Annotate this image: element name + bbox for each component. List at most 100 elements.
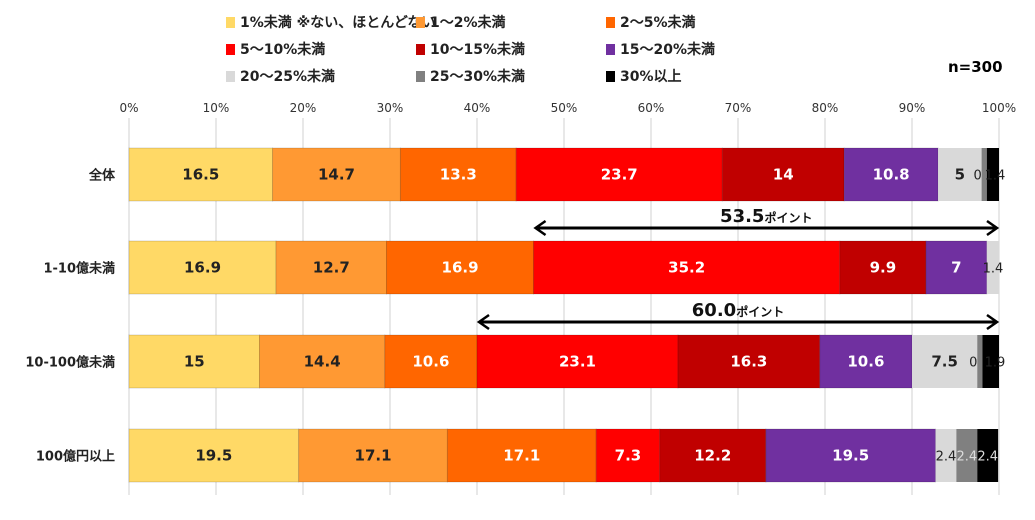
difference-label: 60.0ポイント	[692, 300, 784, 321]
legend-item: 1%未満 ※ない、ほとんどない	[226, 12, 436, 32]
legend-swatch	[226, 43, 235, 55]
category-label: 1-10億未満	[43, 261, 115, 277]
bar-segment	[128, 240, 277, 295]
legend-label: 2〜5%未満	[620, 15, 696, 31]
bar-segment	[533, 240, 841, 295]
bar-segment	[765, 428, 936, 483]
legend-label: 20〜25%未満	[240, 69, 335, 85]
legend-label: 1%未満 ※ない、ほとんどない	[240, 15, 436, 31]
difference-label: 53.5ポイント	[720, 206, 812, 227]
bar-segment	[843, 147, 939, 202]
data-label: 23.7	[601, 166, 638, 184]
data-label: 14	[773, 166, 794, 184]
data-label: 23.1	[559, 353, 596, 371]
data-label: 10.6	[412, 353, 449, 371]
bar-segment	[981, 148, 987, 201]
tick-label: 30%	[377, 101, 404, 115]
bar-segment	[399, 147, 517, 202]
data-label: 13.3	[440, 166, 477, 184]
tick-label: 50%	[551, 101, 578, 115]
bar-segment	[956, 429, 978, 482]
data-label: 7	[951, 259, 961, 277]
data-label: 12.2	[694, 447, 731, 465]
data-label: 9.9	[870, 259, 897, 277]
legend-swatch	[606, 43, 615, 55]
bar-segment	[446, 428, 597, 483]
bar-segment	[128, 147, 274, 202]
data-label: 1.4	[983, 262, 1004, 277]
data-label: 14.7	[318, 166, 355, 184]
bar-segment	[819, 334, 913, 389]
legend-swatch	[606, 70, 615, 82]
legend-item: 10〜15%未満	[416, 39, 525, 59]
bar-segment	[925, 240, 988, 295]
bar-segment	[595, 428, 661, 483]
data-label: 1.9	[985, 356, 1006, 371]
legend-swatch	[226, 70, 235, 82]
bar-segment	[476, 334, 679, 389]
bar-segment	[272, 147, 401, 202]
bar-segment	[384, 334, 478, 389]
tick-label: 80%	[812, 101, 839, 115]
data-label: 16.9	[442, 259, 479, 277]
legend-item: 25〜30%未満	[416, 66, 525, 86]
legend-swatch	[606, 16, 615, 28]
legend-swatch	[226, 16, 235, 28]
arrow-head-left	[476, 313, 490, 331]
data-label: 10.6	[847, 353, 884, 371]
data-label: 19.5	[195, 447, 232, 465]
legend-label: 15〜20%未満	[620, 42, 715, 58]
bar-segment	[986, 241, 999, 294]
data-label: 2.4	[956, 450, 977, 465]
data-label: 5	[955, 166, 965, 184]
data-label: 7.5	[931, 353, 958, 371]
legend-swatch	[416, 43, 425, 55]
legend-swatch	[416, 16, 425, 28]
bar-segment	[128, 334, 260, 389]
data-label: 16.9	[184, 259, 221, 277]
data-label: 16.3	[730, 353, 767, 371]
legend-label: 10〜15%未満	[430, 42, 525, 58]
arrow-head-right	[986, 219, 1000, 237]
legend-item: 5〜10%未満	[226, 39, 325, 59]
legend-item: 15〜20%未満	[606, 39, 715, 59]
bar-segment	[977, 335, 983, 388]
tick-label: 0%	[119, 101, 138, 115]
legend-item: 1〜2%未満	[416, 12, 506, 32]
data-label: 2.4	[977, 450, 998, 465]
data-label: 16.5	[182, 166, 219, 184]
legend-swatch	[416, 70, 425, 82]
legend-label: 5〜10%未満	[240, 42, 326, 58]
data-label: 14.4	[304, 353, 341, 371]
data-label: 7.3	[615, 447, 642, 465]
data-label: 10.8	[873, 166, 910, 184]
legend-item: 30%以上	[606, 66, 682, 86]
bar-segment	[982, 335, 999, 388]
data-label: 0	[973, 169, 981, 184]
sample-size-label: n=300	[948, 58, 1003, 76]
category-label: 10-100億未満	[25, 355, 115, 371]
bar-segment	[912, 335, 978, 388]
bar-segment	[986, 148, 999, 201]
bar-segment	[386, 240, 535, 295]
data-label: 17.1	[355, 447, 392, 465]
bar-segment	[977, 429, 999, 482]
data-label: 1.4	[985, 169, 1006, 184]
legend-label: 25〜30%未満	[430, 69, 525, 85]
tick-label: 20%	[290, 101, 317, 115]
bar-segment	[721, 147, 845, 202]
legend-label: 1〜2%未満	[430, 15, 506, 31]
data-label: 19.5	[832, 447, 869, 465]
tick-label: 60%	[638, 101, 665, 115]
bar-segment	[839, 240, 927, 295]
category-label: 100億円以上	[36, 449, 115, 465]
tick-label: 10%	[203, 101, 230, 115]
bar-segment	[275, 240, 388, 295]
bar-segment	[938, 148, 982, 201]
tick-label: 100%	[982, 101, 1016, 115]
data-label: 12.7	[313, 259, 350, 277]
bar-segment	[259, 334, 386, 389]
data-label: 35.2	[668, 259, 705, 277]
